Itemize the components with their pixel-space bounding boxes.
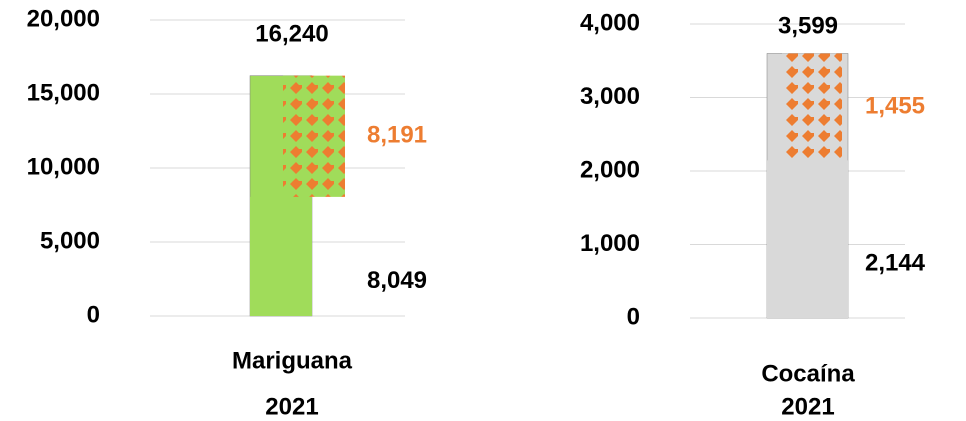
y-tick-label: 10,000: [27, 153, 100, 180]
value-label: 2,144: [865, 250, 926, 277]
pattern-segment: [283, 75, 345, 197]
category-label: Mariguana: [232, 347, 353, 374]
y-tick-label: 2,000: [580, 156, 640, 183]
total-label: 16,240: [255, 20, 328, 47]
year-label: 2021: [781, 393, 834, 420]
y-tick-label: 3,000: [580, 83, 640, 110]
total-label: 3,599: [778, 12, 838, 39]
year-label: 2021: [265, 393, 318, 420]
category-label: Cocaína: [761, 360, 855, 387]
y-tick-label: 0: [87, 301, 100, 328]
y-tick-label: 4,000: [580, 9, 640, 36]
pattern-segment: [782, 53, 842, 161]
value-label: 1,455: [865, 92, 925, 119]
segment: [767, 160, 848, 318]
value-label: 8,191: [367, 122, 427, 149]
y-tick-label: 0: [627, 303, 640, 330]
value-label: 8,049: [367, 267, 427, 294]
y-tick-label: 15,000: [27, 79, 100, 106]
y-tick-label: 5,000: [40, 227, 100, 254]
segment: [250, 196, 312, 316]
y-tick-label: 1,000: [580, 230, 640, 257]
y-tick-label: 20,000: [27, 5, 100, 32]
